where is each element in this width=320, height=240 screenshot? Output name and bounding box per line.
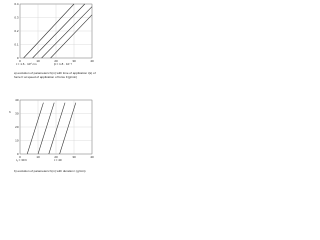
x-tick-label: 20 [54, 59, 58, 63]
x-tick-label: 30 [72, 155, 76, 159]
y-tick-label: 0 [17, 56, 19, 60]
series-line [23, 3, 75, 59]
annotation: t₁ = 30 h [16, 158, 27, 162]
y-tick-label: 0.4 [14, 2, 19, 6]
y-tick-label: 0.1 [14, 42, 19, 46]
y-tick-label: 30 [15, 111, 19, 115]
figure: 0 0.1 0.2 0.3 0.4 0 10 20 30 40 t = 1.6 · 10⁴ cm β … [0, 0, 100, 192]
series-line [50, 14, 93, 59]
y-tick-label: 0.2 [14, 29, 19, 33]
series-line [37, 102, 55, 155]
annotation: t = 1.6 · 10⁴ cm [16, 62, 37, 66]
series-line [32, 3, 86, 59]
y-tick-label: 10 [15, 138, 19, 142]
y-tick-label: 20 [15, 125, 19, 129]
annotation: t = 40 [54, 158, 62, 162]
annotation: β = 1.8 · 10⁻³ [54, 62, 72, 66]
x-tick-label: 30 [72, 59, 76, 63]
y-tick-label: 0.3 [14, 15, 19, 19]
x-tick-label: 40 [90, 59, 94, 63]
y-tick-label: 0 [17, 152, 19, 156]
y-axis-label: h [9, 110, 11, 114]
series-line [26, 102, 44, 155]
series-line [59, 102, 77, 155]
series-line [41, 6, 93, 59]
caption: a) evolution of parameters h(m) with tim… [14, 71, 96, 79]
x-tick-label: 0 [19, 155, 21, 159]
series-line [48, 102, 66, 155]
x-tick-label: 10 [36, 155, 40, 159]
y-tick-label: 40 [15, 98, 19, 102]
caption: b) evolution of parameters h(m) with dur… [14, 169, 86, 173]
x-tick-label: 20 [54, 155, 58, 159]
x-tick-label: 0 [19, 59, 21, 63]
x-tick-label: 40 [90, 155, 94, 159]
x-tick-label: 10 [36, 59, 40, 63]
charts: 0 0.1 0.2 0.3 0.4 0 10 20 30 40 t = 1.6 · 10⁴ cm β … [9, 2, 94, 162]
